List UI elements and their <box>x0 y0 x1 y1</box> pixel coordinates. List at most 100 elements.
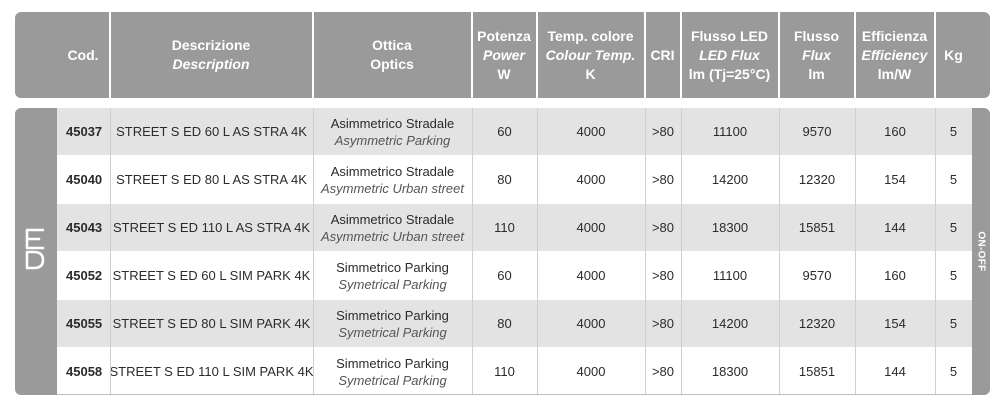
header-right-cap <box>972 12 990 98</box>
cell-kg: 5 <box>935 348 972 395</box>
efficiency-value: 160 <box>884 268 906 283</box>
table-row: 45043 STREET S ED 110 L AS STRA 4K Asimmet… <box>57 204 972 251</box>
header-led-flux-it: Flusso LED <box>690 27 768 44</box>
header-efficiency-it: Efficienza <box>861 27 928 44</box>
cell-kg: 5 <box>935 204 972 251</box>
power-value: 80 <box>497 172 512 187</box>
cell-optics: Asimmetrico Stradale Asymmetric Urban str… <box>313 204 472 251</box>
cri-value: >80 <box>651 316 675 331</box>
table-bottom-border <box>57 394 972 395</box>
cell-optics: Simmetrico Parking Symetrical Parking <box>313 348 472 395</box>
optics-english: Symetrical Parking <box>338 372 447 388</box>
cell-flux: 9570 <box>779 108 855 155</box>
header-description-it: Descrizione <box>171 37 251 53</box>
optics-english: Asymmetric Urban street <box>320 180 465 196</box>
cell-power: 110 <box>472 204 537 251</box>
header-code-label: Cod. <box>67 46 99 63</box>
header-led-flux-unit: lm (Tj=25°C) <box>688 65 771 82</box>
header-flux-en: Flux <box>802 46 831 63</box>
optics-italian: Simmetrico Parking <box>336 259 449 275</box>
cell-temp: 4000 <box>537 300 645 347</box>
cell-flux: 12320 <box>779 300 855 347</box>
column-divider <box>472 108 473 395</box>
table-row: 45052 STREET S ED 60 L SIM PARK 4K Simmetr… <box>57 252 972 299</box>
cell-flux: 15851 <box>779 204 855 251</box>
cell-power: 80 <box>472 156 537 203</box>
cell-led-flux: 14200 <box>681 300 779 347</box>
header-cri-label: CRI <box>650 46 675 63</box>
header-optics-en: Optics <box>370 56 414 72</box>
cell-description: STREET S ED 80 L SIM PARK 4K <box>110 300 313 347</box>
cell-temp: 4000 <box>537 252 645 299</box>
cell-code: 45055 <box>57 300 110 347</box>
cell-efficiency: 160 <box>855 108 935 155</box>
column-divider <box>935 108 936 395</box>
column-divider <box>645 108 646 395</box>
optics-italian: Simmetrico Parking <box>336 355 449 371</box>
header-colour-temp-unit: K <box>585 65 596 82</box>
efficiency-value: 144 <box>884 364 906 379</box>
header-weight: Kg <box>935 12 972 98</box>
cell-temp: 4000 <box>537 204 645 251</box>
cri-value: >80 <box>651 220 675 235</box>
temp-value: 4000 <box>576 364 606 379</box>
header-power-en: Power <box>482 46 525 63</box>
header-divider <box>681 12 682 98</box>
cell-efficiency: 160 <box>855 252 935 299</box>
cell-efficiency: 144 <box>855 204 935 251</box>
flux-value: 12320 <box>798 172 836 187</box>
description-value: STREET S ED 80 L AS STRA 4K <box>116 172 307 187</box>
cri-value: >80 <box>651 364 675 379</box>
header-description-en: Description <box>172 56 250 72</box>
power-value: 110 <box>494 364 515 379</box>
power-value: 80 <box>497 316 512 331</box>
table-row: 45037 STREET S ED 60 L AS STRA 4K Asimmetr… <box>57 108 972 155</box>
table-row: 45055 STREET S ED 80 L SIM PARK 4K Simmetr… <box>57 300 972 347</box>
cell-power: 60 <box>472 252 537 299</box>
description-value: STREET S ED 60 L AS STRA 4K <box>116 124 307 139</box>
led-flux-value: 18300 <box>711 364 749 379</box>
led-flux-value: 18300 <box>711 220 749 235</box>
led-flux-value: 11100 <box>712 268 748 283</box>
cell-code: 45052 <box>57 252 110 299</box>
cell-led-flux: 11100 <box>681 252 779 299</box>
header-led-flux-en: LED Flux <box>699 46 760 63</box>
description-value: STREET S ED 60 L SIM PARK 4K <box>112 268 311 283</box>
cell-led-flux: 11100 <box>681 108 779 155</box>
cell-temp: 4000 <box>537 108 645 155</box>
header-optics: Ottica Optics <box>313 12 471 98</box>
header-flux-unit: lm <box>808 65 825 82</box>
optics-english: Asymmetric Parking <box>334 132 451 148</box>
header-optics-it: Ottica <box>372 37 412 53</box>
led-flux-value: 14200 <box>711 172 749 187</box>
header-divider <box>855 12 856 98</box>
header-divider <box>472 12 473 98</box>
control-type-band <box>972 108 990 395</box>
cell-led-flux: 14200 <box>681 156 779 203</box>
kg-value: 5 <box>949 268 958 283</box>
header-divider <box>313 12 314 98</box>
column-divider <box>681 108 682 395</box>
flux-value: 15851 <box>798 220 836 235</box>
cell-optics: Asimmetrico Stradale Asymmetric Urban str… <box>313 156 472 203</box>
header-power-unit: W <box>497 65 511 82</box>
header-left-cap <box>15 12 57 98</box>
code-value: 45040 <box>66 172 103 187</box>
kg-value: 5 <box>949 172 958 187</box>
header-weight-label: Kg <box>944 46 963 63</box>
header-colour-temp-it: Temp. colore <box>547 27 634 44</box>
led-flux-value: 11100 <box>712 124 748 139</box>
power-value: 60 <box>497 268 512 283</box>
code-value: 45052 <box>66 268 103 283</box>
cell-code: 45037 <box>57 108 110 155</box>
led-flux-value: 14200 <box>711 316 749 331</box>
header-efficiency-unit: lm/W <box>877 65 912 82</box>
header-flux-it: Flusso <box>793 27 840 44</box>
code-value: 45043 <box>66 220 103 235</box>
header-code: Cod. <box>57 12 109 98</box>
header-cri: CRI <box>645 12 680 98</box>
cell-efficiency: 154 <box>855 300 935 347</box>
temp-value: 4000 <box>576 220 606 235</box>
header-description: Descrizione Description <box>110 12 312 98</box>
optics-italian: Asimmetrico Stradale <box>330 163 455 179</box>
